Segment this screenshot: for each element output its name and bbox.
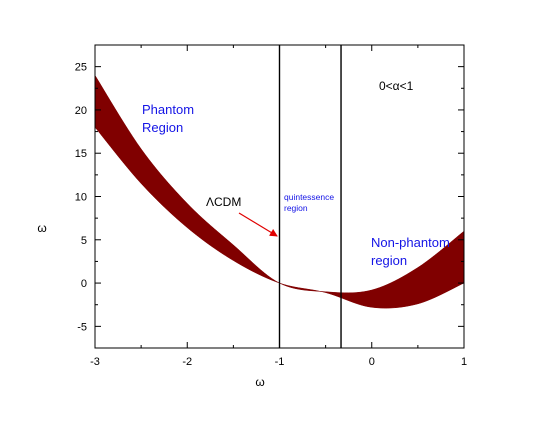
- annotation-lcdm: ΛCDM: [206, 195, 241, 209]
- x-axis-label: ω: [255, 375, 264, 389]
- vertical-lines: [278, 45, 342, 348]
- x-tick-label: -1: [275, 356, 285, 368]
- y-axis-label: ω: [37, 221, 46, 235]
- x-tick-label: -2: [182, 356, 192, 368]
- omega-band: [95, 74, 464, 309]
- annotation-quintessence-region: region: [284, 203, 308, 213]
- tick-labels: -3 -2 -1 0 1 -5 0 5 10 15 20 25: [75, 62, 467, 368]
- y-tick-label: 15: [75, 148, 87, 160]
- x-tick-label: -3: [90, 356, 100, 368]
- band-layer: [95, 74, 464, 309]
- annotation-phantom-region: Region: [142, 120, 183, 135]
- y-tick-label: 10: [75, 192, 87, 204]
- y-tick-label: 5: [81, 235, 87, 247]
- ticks: [94, 44, 465, 349]
- y-tick-label: 25: [75, 62, 87, 74]
- x-tick-label: 1: [461, 356, 467, 368]
- annotation-nonphantom-region: region: [371, 253, 407, 268]
- annotation-quintessence: quintessence: [284, 192, 334, 202]
- annotation-alpha-range: 0<α<1: [379, 79, 414, 93]
- y-tick-label: -5: [77, 321, 87, 333]
- lcdm-arrow: [238, 212, 278, 237]
- y-tick-label: 20: [75, 105, 87, 117]
- y-tick-label: 0: [81, 278, 87, 290]
- annotation-nonphantom: Non-phantom: [371, 235, 450, 250]
- x-tick-label: 0: [369, 356, 375, 368]
- annotation-phantom: Phantom: [142, 102, 194, 117]
